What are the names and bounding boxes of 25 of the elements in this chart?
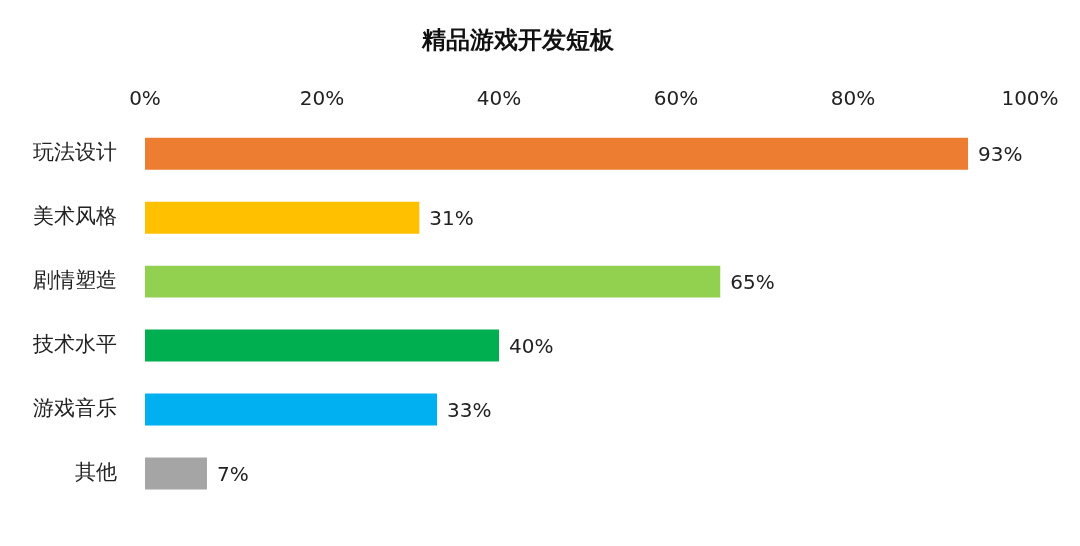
- bar: [145, 201, 420, 234]
- y-tick-label: 技术水平: [32, 332, 117, 357]
- x-tick-label: 40%: [476, 86, 522, 110]
- x-tick-label: 20%: [299, 86, 345, 110]
- y-tick-label: 游戏音乐: [33, 395, 117, 420]
- data-label: 40%: [509, 333, 554, 358]
- data-label: 33%: [447, 397, 492, 422]
- data-label: 31%: [429, 205, 474, 230]
- bar: [145, 265, 721, 298]
- y-tick-label: 其他: [75, 459, 117, 484]
- data-label: 7%: [216, 461, 249, 486]
- x-tick-label: 60%: [653, 86, 699, 110]
- bar: [145, 393, 438, 426]
- x-tick-label: 100%: [1001, 86, 1059, 110]
- y-tick-label: 玩法设计: [33, 140, 117, 165]
- x-tick-label: 0%: [129, 86, 161, 110]
- data-label: 65%: [730, 269, 775, 294]
- bar: [145, 457, 207, 490]
- x-tick-label: 80%: [830, 86, 876, 110]
- bar: [145, 329, 499, 362]
- y-tick-label: 剧情塑造: [33, 268, 117, 293]
- data-label: 93%: [978, 141, 1023, 166]
- y-tick-label: 美术风格: [33, 204, 117, 229]
- bar: [145, 137, 969, 170]
- chart-title: 精品游戏开发短板: [420, 25, 615, 54]
